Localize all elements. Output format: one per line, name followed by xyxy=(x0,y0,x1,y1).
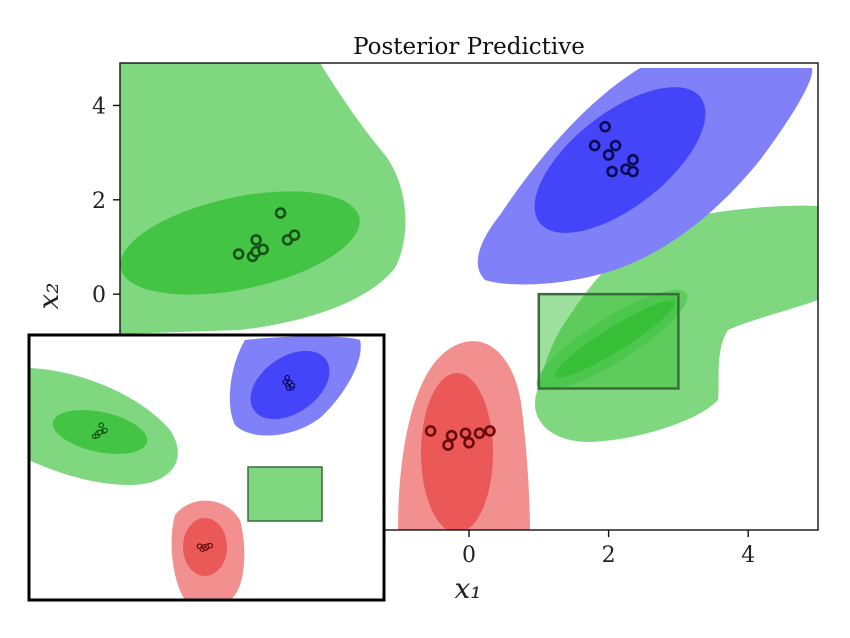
blue-point xyxy=(627,153,639,166)
green-point xyxy=(274,207,287,219)
green-point xyxy=(288,229,301,241)
main-plot-area: 0 2 4 0 2 4 xyxy=(92,62,819,568)
red-point xyxy=(484,425,496,437)
density-contours xyxy=(120,63,818,530)
y-axis-ticks: 0 2 4 xyxy=(92,94,120,308)
highlight-region xyxy=(537,292,680,390)
inset-blue-point xyxy=(284,374,291,381)
inset-plot xyxy=(27,333,386,602)
x-tick-label: 4 xyxy=(741,543,755,568)
green-point xyxy=(257,243,269,256)
blue-point xyxy=(606,165,618,178)
red-point xyxy=(445,429,458,442)
x-tick-label: 0 xyxy=(462,543,476,568)
inset-frame xyxy=(27,333,386,602)
x-axis-label: 𝑥₁ xyxy=(454,572,481,605)
blue-point xyxy=(627,165,639,178)
inset-contours xyxy=(29,336,361,600)
y-axis-label: 𝑥₂ xyxy=(32,282,65,309)
inset-green-point xyxy=(98,422,105,429)
red-contour-inner xyxy=(421,373,493,530)
inset-red-point xyxy=(207,542,214,549)
x-axis-ticks: 0 2 4 xyxy=(462,530,755,568)
blue-contour-inner xyxy=(534,87,706,233)
chart-title: Posterior Predictive xyxy=(353,34,585,60)
observed-points xyxy=(232,120,639,451)
red-point xyxy=(424,425,437,437)
red-point xyxy=(473,427,486,440)
inset-green-point xyxy=(102,427,108,434)
inset-observed-points xyxy=(91,374,296,553)
y-tick-label: 2 xyxy=(92,189,106,214)
y-tick-label: 4 xyxy=(92,94,106,119)
green-contour-inner xyxy=(120,191,360,295)
y-tick-label: 0 xyxy=(92,283,106,308)
red-point xyxy=(442,439,454,451)
blue-point xyxy=(609,139,622,152)
inset-blue-point xyxy=(289,382,296,389)
blue-point xyxy=(602,149,615,161)
green-point xyxy=(232,248,245,260)
blue-point xyxy=(599,120,611,133)
x-tick-label: 2 xyxy=(602,543,616,568)
red-point xyxy=(463,436,475,449)
blue-point xyxy=(588,139,601,152)
red-point xyxy=(459,427,472,440)
green-point xyxy=(250,234,262,246)
inset-highlight-region xyxy=(247,466,323,522)
